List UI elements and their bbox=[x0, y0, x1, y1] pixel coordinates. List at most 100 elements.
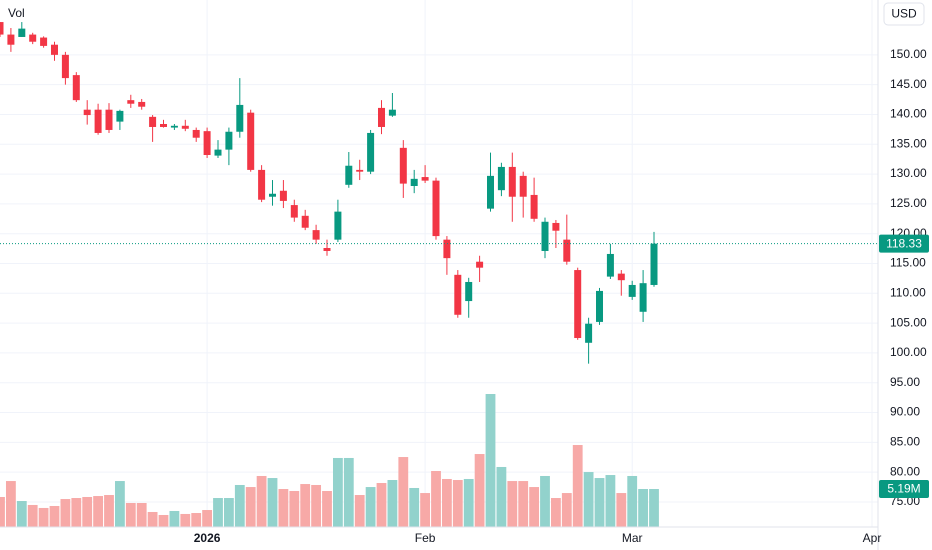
volume-bar bbox=[169, 510, 180, 527]
volume-bar bbox=[572, 445, 583, 527]
last-volume-label: 5.19M bbox=[887, 482, 920, 496]
candle-body bbox=[519, 175, 527, 197]
candle-body bbox=[443, 239, 451, 259]
y-tick-label: 80.00 bbox=[890, 464, 920, 478]
volume-bar bbox=[627, 475, 638, 527]
candle-body bbox=[29, 34, 37, 42]
candle-body bbox=[116, 110, 124, 122]
volume-bar bbox=[300, 484, 311, 527]
candle-body bbox=[301, 215, 309, 228]
y-tick-label: 85.00 bbox=[890, 435, 920, 449]
volume-bar bbox=[463, 478, 474, 527]
volume-bar bbox=[638, 489, 649, 527]
axes: 75.0080.0085.0090.0095.00100.00105.00110… bbox=[194, 47, 929, 545]
volume-bar bbox=[234, 484, 245, 527]
volume-bar bbox=[561, 493, 572, 527]
volume-bar bbox=[583, 472, 594, 527]
candle-body bbox=[214, 149, 222, 156]
candle-body bbox=[530, 194, 538, 219]
x-tick-label: 2026 bbox=[194, 531, 221, 545]
candle-body bbox=[606, 253, 614, 277]
candle-body bbox=[312, 230, 320, 240]
volume-bar bbox=[223, 498, 234, 527]
x-tick-label: Feb bbox=[415, 531, 436, 545]
candle-body bbox=[454, 274, 462, 315]
candle-body bbox=[290, 205, 298, 218]
volume-bar bbox=[114, 481, 125, 527]
volume-bar bbox=[376, 483, 387, 527]
volume-bar bbox=[245, 487, 256, 527]
volume-bar bbox=[71, 498, 82, 527]
volume-bar bbox=[289, 490, 300, 527]
volume-bar bbox=[93, 496, 104, 527]
y-tick-label: 130.00 bbox=[890, 166, 927, 180]
candle-body bbox=[345, 165, 353, 185]
candle-body bbox=[247, 112, 255, 170]
volume-bar bbox=[343, 457, 354, 527]
candle-body bbox=[192, 129, 200, 138]
x-tick-label: Mar bbox=[622, 531, 643, 545]
candle-body bbox=[138, 101, 146, 107]
currency[interactable]: USD bbox=[891, 7, 917, 21]
volume-bar bbox=[420, 493, 431, 527]
volume-bar bbox=[649, 489, 659, 527]
candle-body bbox=[170, 125, 178, 128]
volume-bar bbox=[60, 499, 71, 527]
candle-body bbox=[258, 169, 266, 200]
candle-body bbox=[552, 222, 560, 231]
candle-body bbox=[650, 243, 658, 285]
candle-body bbox=[83, 109, 91, 116]
last-price-label: 118.33 bbox=[886, 236, 922, 250]
candle-body bbox=[596, 290, 604, 322]
candle-body bbox=[40, 37, 48, 46]
candle-body bbox=[497, 166, 505, 191]
volume-bar bbox=[147, 511, 158, 527]
volume-bar bbox=[16, 501, 27, 527]
candle-body bbox=[61, 54, 69, 79]
candle-body bbox=[432, 180, 440, 237]
candle-body bbox=[105, 109, 113, 130]
volume-bar bbox=[616, 493, 627, 527]
volume-bar bbox=[256, 475, 267, 527]
y-tick-label: 150.00 bbox=[890, 47, 927, 61]
volume-bar bbox=[158, 514, 169, 527]
candle-body bbox=[628, 284, 636, 297]
currency-button[interactable] bbox=[883, 2, 925, 26]
candle-body bbox=[476, 261, 484, 268]
volume-bar bbox=[485, 394, 496, 527]
candle-body bbox=[127, 100, 135, 104]
volume-bar bbox=[311, 484, 322, 527]
last-volume-badge bbox=[879, 480, 929, 499]
y-tick-label: 115.00 bbox=[890, 256, 926, 270]
candle-body bbox=[334, 211, 342, 240]
volume-bar bbox=[431, 471, 441, 527]
volume-bar bbox=[332, 457, 343, 527]
y-tick-label: 135.00 bbox=[890, 136, 927, 150]
candle-body bbox=[72, 75, 80, 101]
volume-bar bbox=[409, 487, 420, 527]
candle-body bbox=[149, 116, 157, 127]
grid bbox=[0, 0, 878, 527]
y-tick-label: 110.00 bbox=[890, 285, 926, 299]
volume-bar bbox=[82, 496, 93, 527]
candle-body bbox=[541, 221, 549, 251]
candle-body bbox=[323, 248, 331, 251]
candle-body bbox=[94, 109, 102, 133]
y-tick-label: 95.00 bbox=[890, 375, 920, 389]
y-tick-label: 105.00 bbox=[890, 315, 927, 329]
plot-area bbox=[0, 22, 878, 527]
candle-body bbox=[617, 273, 625, 281]
candle-body bbox=[563, 239, 571, 262]
candle-body bbox=[410, 178, 418, 186]
y-tick-label: 125.00 bbox=[890, 196, 927, 210]
volume-bar bbox=[441, 478, 452, 527]
volume-bar bbox=[507, 481, 518, 527]
candle-body bbox=[18, 28, 26, 37]
y-tick-label: 140.00 bbox=[890, 107, 927, 121]
candle-body bbox=[421, 177, 429, 181]
volume-bar bbox=[27, 504, 38, 527]
volume-label: Vol bbox=[8, 6, 25, 20]
candle-body bbox=[508, 166, 516, 197]
